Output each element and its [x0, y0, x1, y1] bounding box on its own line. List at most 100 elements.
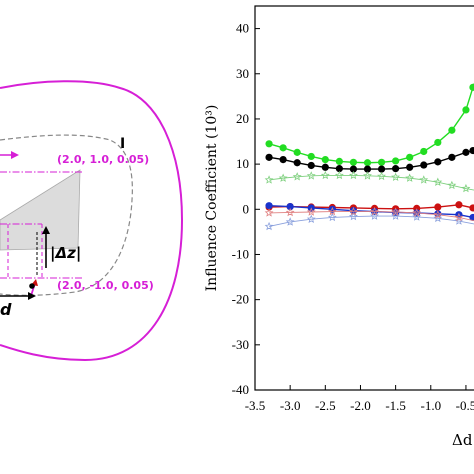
gray-wedge — [0, 169, 81, 251]
data-point — [420, 161, 428, 169]
data-point — [349, 170, 358, 180]
data-point — [433, 177, 443, 186]
data-point — [349, 206, 358, 216]
data-point — [306, 214, 316, 223]
data-point — [307, 161, 315, 170]
data-point — [363, 165, 372, 173]
x-axis: -3.5 -3.0 -2.5 -2.0 -1.5 -1.0 -0.5 — [245, 385, 474, 413]
plot-frame — [254, 5, 474, 391]
data-point — [461, 183, 471, 193]
data-point — [278, 173, 288, 182]
data-point — [434, 138, 442, 147]
data-point — [377, 165, 386, 173]
data-point — [349, 158, 358, 166]
dz-arrow-head — [42, 226, 50, 234]
data-point — [420, 147, 428, 156]
y-tick-label: -10 — [232, 246, 249, 261]
data-point — [469, 146, 474, 155]
series-layer — [264, 82, 474, 231]
data-point — [265, 153, 273, 161]
data-point — [327, 206, 337, 216]
upper-arrow-head — [11, 151, 19, 159]
y-tick-label: -30 — [232, 337, 249, 352]
data-point — [447, 180, 457, 190]
data-point — [462, 148, 470, 156]
x-tick-label: -2.5 — [315, 398, 336, 413]
data-point — [377, 171, 386, 181]
data-point — [286, 202, 294, 211]
y-axis: -40 -30 -20 -10 0 10 20 30 40 — [232, 21, 260, 397]
data-point — [285, 207, 295, 217]
data-point — [391, 172, 401, 181]
data-point — [434, 158, 442, 166]
data-point — [392, 165, 400, 173]
data-point — [321, 156, 329, 164]
data-point — [349, 211, 358, 221]
x-tick-label: -1.0 — [420, 398, 441, 413]
black-point — [29, 283, 35, 289]
y-tick-label: 10 — [236, 156, 249, 171]
data-point — [264, 221, 274, 231]
data-point — [433, 213, 443, 223]
data-point — [320, 170, 330, 180]
data-point — [462, 106, 470, 114]
d-arrow-head — [28, 292, 36, 300]
data-point — [307, 152, 315, 161]
x-tick-label: -3.0 — [280, 398, 301, 413]
data-point — [377, 158, 386, 166]
x-tick-label: -2.0 — [350, 398, 371, 413]
x-tick-label: -1.5 — [385, 398, 406, 413]
series-line — [268, 82, 474, 164]
data-point — [265, 140, 273, 148]
x-tick-label: -3.5 — [245, 398, 266, 413]
data-point — [469, 213, 474, 222]
data-point — [363, 159, 372, 167]
influence-chart: -40 -30 -20 -10 0 10 20 30 40 -3.5 -3.0 -2.5 -2.0 -1… — [204, 5, 474, 449]
series-line — [269, 174, 474, 191]
data-point — [448, 126, 456, 134]
data-point — [391, 211, 401, 220]
data-point — [285, 217, 295, 226]
y-tick-label: -40 — [232, 382, 249, 397]
data-point — [454, 216, 464, 225]
data-point — [264, 208, 274, 217]
data-point — [279, 144, 287, 152]
y-tick-label: 0 — [243, 201, 250, 216]
point-upper-label: (2.0, 1.0, 0.05) — [57, 153, 149, 166]
data-point — [412, 208, 422, 217]
schematic-diagram: I (2.0, 1.0, 0.05) (2.0, -1.0, 0.05) |Δz… — [0, 80, 184, 362]
region-label: I — [120, 136, 125, 152]
y-tick-label: 20 — [236, 111, 249, 126]
data-point — [335, 157, 343, 166]
data-point — [279, 156, 287, 164]
y-tick-label: 40 — [236, 21, 249, 36]
y-axis-label: Influence Coefficient (10³) — [204, 105, 220, 292]
data-point — [306, 207, 316, 216]
series-light_green — [264, 170, 474, 193]
series-pink — [264, 206, 474, 222]
y-tick-label: -20 — [232, 292, 249, 307]
data-point — [455, 201, 463, 209]
outer-boundary — [0, 80, 184, 362]
series-line — [269, 211, 474, 222]
data-point — [328, 205, 336, 213]
data-point — [448, 153, 456, 161]
data-point — [334, 170, 344, 180]
series-line — [268, 215, 474, 227]
x-tick-label: -0.5 — [456, 398, 474, 413]
inner-dashed-boundary — [0, 134, 133, 296]
data-point — [363, 171, 372, 180]
data-point — [454, 212, 464, 222]
data-point — [433, 210, 443, 219]
x-axis-label: Δd — [452, 431, 473, 449]
data-point — [264, 175, 274, 184]
series-green — [265, 82, 474, 167]
data-point — [406, 163, 414, 171]
y-tick-label: 30 — [236, 66, 249, 81]
data-point — [392, 157, 400, 165]
data-point — [412, 212, 422, 221]
data-point — [419, 175, 429, 184]
data-point — [321, 163, 329, 171]
data-point — [391, 207, 401, 216]
